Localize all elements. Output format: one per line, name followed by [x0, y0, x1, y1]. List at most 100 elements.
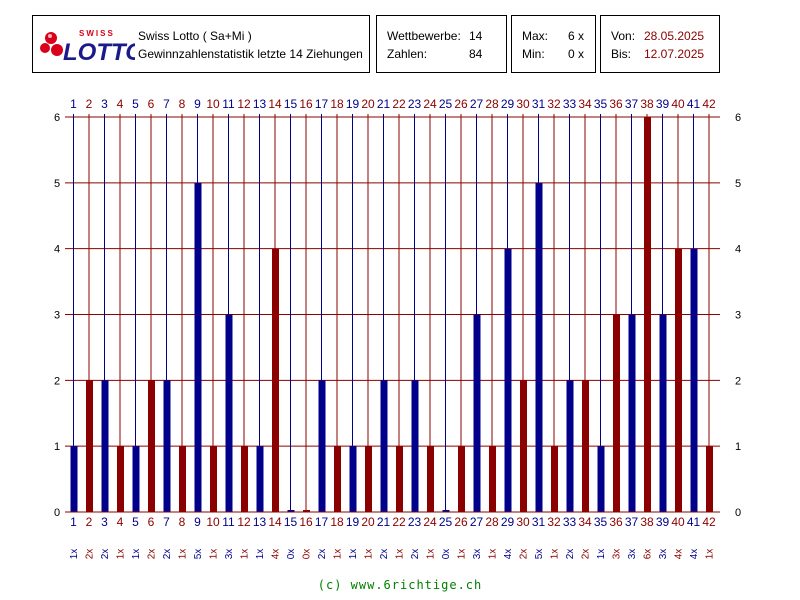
x-tick-label-top: 7 [163, 97, 170, 111]
x-tick-label-top: 24 [423, 97, 437, 111]
bar [380, 380, 388, 512]
x-tick-label-bottom: 6 [148, 515, 155, 529]
x-tick-label-bottom: 42 [702, 515, 716, 529]
y-tick-label-right: 6 [735, 112, 741, 124]
x-tick-label-top: 28 [485, 97, 499, 111]
count-label: 1x [550, 549, 561, 560]
x-tick-label-bottom: 5 [132, 515, 139, 529]
count-label: 1x [69, 549, 80, 560]
to-value: 12.07.2025 [644, 47, 705, 61]
x-tick-label-bottom: 12 [237, 515, 251, 529]
count-label: 1x [131, 549, 142, 560]
x-tick-label-top: 5 [132, 97, 139, 111]
bar [396, 446, 403, 512]
bar [458, 446, 465, 512]
x-tick-label-bottom: 8 [179, 515, 186, 529]
x-tick-label-bottom: 18 [330, 515, 344, 529]
x-tick-label-bottom: 2 [86, 515, 93, 529]
x-tick-label-top: 23 [408, 97, 422, 111]
frequency-bar-chart: 0 01 12 23 34 45 56 6111x222x332x441x551x662x77… [54, 97, 741, 560]
count-label: 4x [503, 549, 514, 560]
bar [504, 248, 512, 512]
x-tick-label-top: 2 [86, 97, 93, 111]
x-tick-label-top: 37 [625, 97, 639, 111]
bar [473, 314, 481, 512]
bar [318, 380, 326, 512]
count-label: 2x [85, 549, 96, 560]
count-label: 5x [193, 549, 204, 560]
count-label: 1x [596, 549, 607, 560]
svg-text:SWISS: SWISS [79, 29, 115, 38]
x-tick-label-bottom: 37 [625, 515, 639, 529]
bar [427, 446, 434, 512]
count-label: 1x [457, 549, 468, 560]
x-tick-label-bottom: 21 [377, 515, 391, 529]
y-tick-label-left: 3 [54, 310, 60, 322]
x-tick-label-top: 12 [237, 97, 251, 111]
x-tick-label-bottom: 10 [206, 515, 220, 529]
count-label: 1x [178, 549, 189, 560]
footer-copyright: (c) www.6richtige.ch [317, 578, 483, 592]
x-tick-label-top: 11 [222, 97, 235, 111]
x-tick-label-bottom: 19 [346, 515, 360, 529]
count-label: 2x [581, 549, 592, 560]
x-tick-label-top: 9 [194, 97, 201, 111]
count-label: 1x [488, 549, 499, 560]
bar [659, 314, 667, 512]
count-label: 1x [705, 549, 716, 560]
x-tick-label-bottom: 28 [485, 515, 499, 529]
min-label: Min: [522, 47, 545, 61]
x-tick-label-top: 31 [532, 97, 546, 111]
y-tick-label-left: 6 [54, 112, 60, 124]
from-value: 28.05.2025 [644, 29, 705, 43]
swiss-lotto-logo: SWISS LOTTO [40, 29, 135, 66]
x-tick-label-bottom: 15 [284, 515, 298, 529]
x-tick-label-top: 19 [346, 97, 360, 111]
y-tick-label-left: 1 [54, 441, 60, 453]
bar [675, 248, 682, 512]
x-tick-label-top: 13 [253, 97, 267, 111]
y-tick-label-left: 4 [54, 244, 60, 256]
competitions-box: Wettbewerbe: 14 Zahlen: 84 [376, 15, 507, 73]
x-tick-label-top: 34 [578, 97, 592, 111]
count-label: 4x [271, 549, 282, 560]
count-label: 2x [379, 549, 390, 560]
y-tick-label-left: 0 [54, 507, 60, 519]
max-value: 6 x [568, 29, 585, 43]
x-tick-label-bottom: 34 [578, 515, 592, 529]
x-tick-label-top: 38 [640, 97, 654, 111]
y-tick-label-right: 1 [735, 441, 741, 453]
x-tick-label-bottom: 26 [454, 515, 468, 529]
x-tick-label-top: 14 [268, 97, 282, 111]
bar [566, 380, 574, 512]
x-tick-label-bottom: 9 [194, 515, 201, 529]
x-tick-label-top: 32 [547, 97, 561, 111]
x-tick-label-bottom: 39 [656, 515, 670, 529]
app-title: Swiss Lotto ( Sa+Mi ) [138, 29, 252, 43]
x-tick-label-bottom: 38 [640, 515, 654, 529]
bar [597, 446, 605, 512]
x-tick-label-top: 41 [687, 97, 701, 111]
x-tick-label-top: 27 [470, 97, 484, 111]
x-tick-label-bottom: 29 [501, 515, 515, 529]
bar [256, 446, 264, 512]
bar [148, 380, 155, 512]
x-tick-label-bottom: 4 [117, 515, 124, 529]
x-tick-label-bottom: 27 [470, 515, 484, 529]
x-tick-label-bottom: 7 [163, 515, 170, 529]
svg-text:LOTTO: LOTTO [63, 39, 135, 66]
count-label: 4x [674, 549, 685, 560]
x-tick-label-bottom: 3 [101, 515, 108, 529]
bar [489, 446, 496, 512]
competitions-label: Wettbewerbe: [387, 29, 461, 43]
min-value: 0 x [568, 47, 585, 61]
bar [86, 380, 93, 512]
bar [520, 380, 527, 512]
x-tick-label-top: 29 [501, 97, 515, 111]
y-tick-label-right: 4 [735, 244, 741, 256]
x-tick-label-bottom: 1 [70, 515, 77, 529]
x-tick-label-top: 39 [656, 97, 670, 111]
to-label: Bis: [611, 47, 632, 61]
count-label: 1x [240, 549, 251, 560]
x-tick-label-top: 40 [671, 97, 685, 111]
